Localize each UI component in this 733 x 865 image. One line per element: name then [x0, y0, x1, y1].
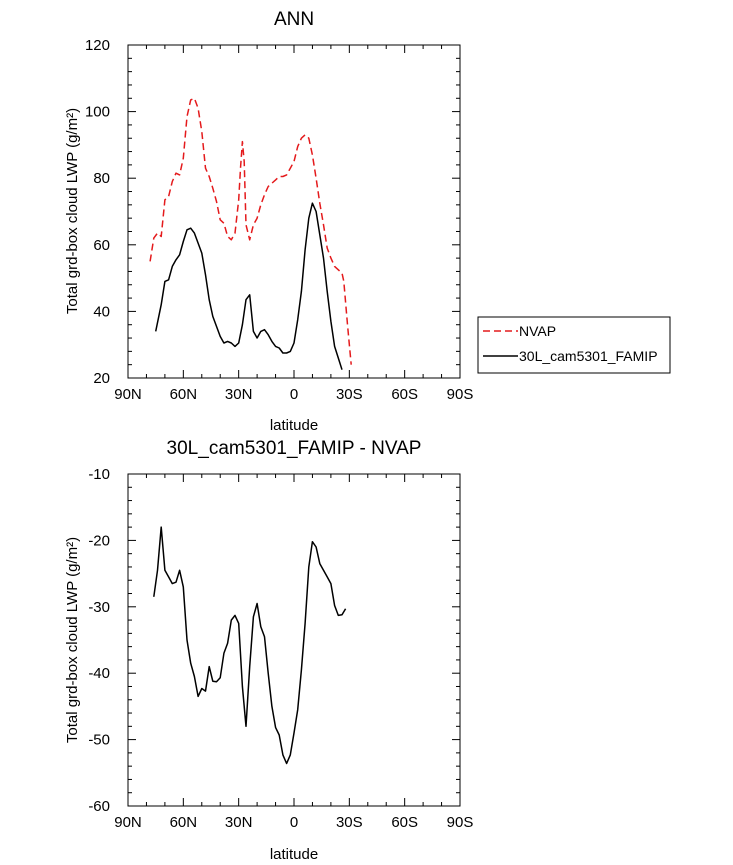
x-axis-label: latitude — [270, 846, 318, 863]
plot-frame — [127, 44, 461, 379]
x-tick-label: 60N — [170, 814, 198, 831]
y-tick-label: 100 — [85, 104, 110, 121]
axis-ticks: 90N 60N 30N 0 30S 60S 90S 20 40 60 80 100 120 — [85, 37, 473, 403]
y-tick-label: 60 — [93, 237, 110, 254]
x-tick-label: 90S — [447, 814, 474, 831]
axis-ticks: 90N 60N 30N 0 30S 60S 90S -60 -50 -40 -30 -20 -10 — [88, 466, 473, 831]
x-axis-label: latitude — [270, 417, 318, 434]
x-tick-label: 0 — [290, 814, 298, 831]
x-tick-label: 30S — [336, 814, 363, 831]
x-tick-label: 90N — [114, 814, 142, 831]
y-tick-label: -20 — [88, 532, 110, 549]
legend-label-nvap: NVAP — [519, 323, 556, 339]
y-tick-label: -60 — [88, 798, 110, 815]
series-lines — [153, 526, 347, 765]
y-tick-label: -40 — [88, 665, 110, 682]
series-line-30l-cam5301-famip — [154, 202, 343, 370]
y-tick-label: -50 — [88, 732, 110, 749]
y-tick-label: 40 — [93, 303, 110, 320]
chart-annual-lwp: ANN 90N 60N 30N 0 30S 60S 90S 20 40 60 80 100 120 la… — [64, 9, 671, 434]
x-tick-label: 90S — [447, 386, 474, 403]
series-line-difference — [153, 526, 347, 765]
y-tick-label: 120 — [85, 37, 110, 54]
series-lines — [149, 97, 352, 370]
x-tick-label: 30N — [225, 386, 253, 403]
x-tick-label: 30N — [225, 814, 253, 831]
chart-title: 30L_cam5301_FAMIP - NVAP — [167, 438, 422, 459]
x-tick-label: 60N — [170, 386, 198, 403]
x-tick-label: 30S — [336, 386, 363, 403]
plot-frame — [127, 473, 461, 807]
x-tick-label: 60S — [391, 814, 418, 831]
y-tick-label: 80 — [93, 170, 110, 187]
y-tick-label: -10 — [88, 466, 110, 483]
x-tick-label: 60S — [391, 386, 418, 403]
chart-difference: 30L_cam5301_FAMIP - NVAP 90N 60N 30N 0 30S 60… — [64, 438, 473, 863]
chart-title: ANN — [274, 9, 314, 30]
y-axis-label: Total grd-box cloud LWP (g/m²) — [64, 108, 81, 314]
legend-label-model: 30L_cam5301_FAMIP — [519, 348, 658, 364]
legend: NVAP 30L_cam5301_FAMIP — [477, 316, 671, 374]
x-tick-label: 90N — [114, 386, 142, 403]
y-tick-label: -30 — [88, 599, 110, 616]
y-axis-label: Total grd-box cloud LWP (g/m²) — [64, 537, 81, 743]
y-tick-label: 20 — [93, 370, 110, 387]
legend-box — [477, 316, 671, 374]
series-line-nvap — [149, 97, 352, 365]
x-tick-label: 0 — [290, 386, 298, 403]
